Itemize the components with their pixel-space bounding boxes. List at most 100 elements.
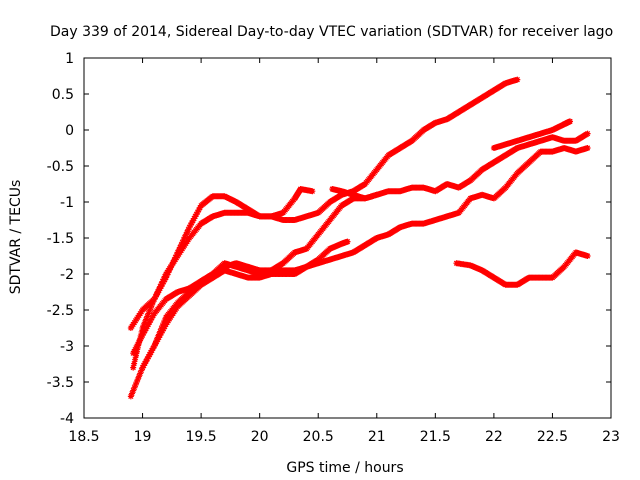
series-satellite-f: [329, 186, 380, 202]
series-satellite-g: [490, 118, 574, 151]
data-point-interp: [159, 327, 166, 334]
data-point-interp: [188, 219, 195, 226]
data-point-interp: [196, 204, 203, 211]
y-tick-label: -3: [60, 339, 74, 355]
y-tick-label: -3.5: [47, 375, 74, 391]
data-point: [584, 145, 591, 151]
x-tick-label: 19: [134, 429, 152, 445]
series-satellite-b: [130, 76, 521, 371]
data-point: [344, 238, 351, 245]
data-point-interp: [155, 331, 162, 338]
data-point-interp: [154, 334, 161, 341]
series-satellite-c: [130, 130, 591, 357]
data-point-interp: [150, 299, 157, 306]
data-point-interp: [131, 348, 138, 355]
data-point-interp: [138, 367, 145, 374]
data-point-interp: [148, 347, 155, 354]
data-point-interp: [141, 319, 148, 326]
data-point-interp: [144, 313, 151, 320]
y-tick-label: 0: [65, 123, 74, 139]
y-tick-label: -1: [60, 195, 74, 211]
data-point-interp: [160, 319, 167, 326]
data-point-interp: [147, 304, 154, 311]
data-point-interp: [193, 211, 200, 218]
data-point: [151, 343, 158, 349]
data-point-interp: [161, 273, 168, 280]
data-point-interp: [136, 337, 143, 344]
y-tick-label: 0.5: [52, 87, 74, 103]
data-point-interp: [146, 351, 153, 358]
data-point-interp: [141, 327, 148, 334]
data-point: [584, 253, 591, 259]
data-point-interp: [135, 339, 142, 346]
data-point-interp: [159, 278, 166, 285]
data-point-interp: [141, 360, 148, 367]
data-point: [514, 76, 521, 83]
data-point-interp: [158, 325, 165, 332]
data-point-interp: [132, 356, 139, 363]
data-point-interp: [138, 334, 145, 340]
data-point-interp: [129, 390, 136, 397]
data-point-interp: [131, 384, 138, 391]
chart-title: Day 339 of 2014, Sidereal Day-to-day VTE…: [50, 24, 613, 40]
data-point-interp: [182, 231, 189, 238]
x-tick-label: 18.5: [68, 429, 99, 445]
data-point-interp: [146, 307, 153, 314]
data-point-interp: [130, 387, 137, 394]
data-point: [373, 191, 380, 198]
data-point-interp: [175, 246, 182, 253]
data-point-interp: [189, 217, 196, 224]
data-point-interp: [146, 319, 153, 326]
data-point-interp: [132, 346, 139, 353]
data-point-interp: [161, 323, 168, 330]
y-tick-label: -2.5: [47, 303, 74, 319]
x-axis-label: GPS time / hours: [286, 460, 403, 476]
data-point-interp: [133, 379, 140, 385]
data-point-interp: [185, 226, 192, 233]
data-point: [139, 325, 146, 331]
data-point-interp: [137, 370, 144, 377]
data-point-interp: [191, 215, 198, 222]
data-point-interp: [195, 206, 202, 213]
data-point-interp: [132, 344, 139, 351]
data-point-interp: [144, 355, 151, 362]
data-point: [584, 130, 591, 137]
x-tick-label: 21.5: [420, 429, 451, 445]
data-point-interp: [145, 321, 152, 328]
data-point: [130, 364, 137, 371]
data-point-interp: [152, 340, 159, 347]
data-point-interp: [138, 328, 145, 335]
data-point-interp: [180, 236, 187, 243]
data-point-interp: [143, 316, 150, 323]
data-series: [127, 76, 591, 400]
data-point-interp: [152, 293, 159, 300]
data-point-interp: [148, 314, 155, 321]
data-point-interp: [157, 328, 164, 335]
plot-frame: [83, 57, 612, 419]
y-tick-label: 1: [65, 51, 74, 67]
data-point-interp: [131, 360, 138, 367]
data-point-interp: [133, 343, 140, 349]
data-point-interp: [140, 362, 147, 369]
data-point-interp: [150, 345, 157, 352]
data-point-interp: [181, 234, 188, 241]
data-point-interp: [147, 317, 154, 324]
data-point-interp: [187, 222, 194, 229]
data-point-interp: [161, 317, 168, 324]
data-point-interp: [140, 330, 147, 337]
data-point: [127, 393, 134, 400]
data-point-interp: [150, 312, 157, 319]
data-point-interp: [143, 358, 150, 365]
y-tick-label: -0.5: [47, 159, 74, 175]
x-tick-label: 19.5: [186, 429, 217, 445]
data-point-interp: [134, 341, 141, 348]
data-point-interp: [153, 337, 160, 344]
data-point-interp: [179, 239, 186, 246]
data-point: [186, 224, 193, 231]
data-point: [309, 188, 316, 195]
data-point: [567, 118, 574, 125]
data-point-interp: [153, 291, 160, 298]
data-point-interp: [184, 229, 191, 236]
data-point-interp: [143, 325, 150, 332]
